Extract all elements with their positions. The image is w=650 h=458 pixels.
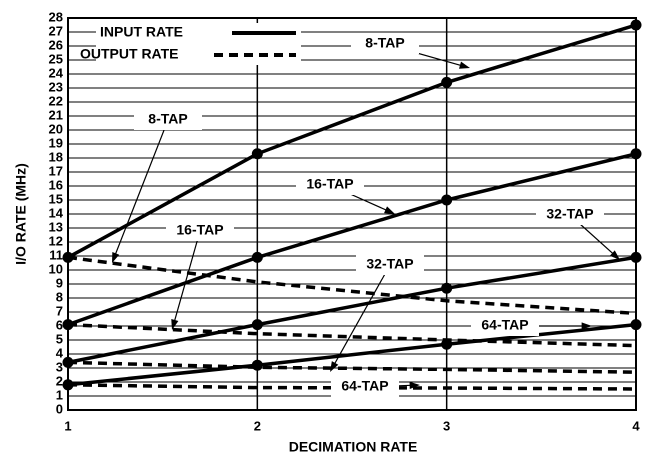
legend-label: OUTPUT RATE <box>80 46 179 62</box>
y-tick-label: 27 <box>49 23 63 38</box>
y-tick-label: 26 <box>49 37 63 52</box>
y-tick-label: 7 <box>56 303 63 318</box>
y-tick-label: 28 <box>49 9 63 24</box>
output-line <box>67 360 637 374</box>
annotation-arrowhead <box>112 252 120 263</box>
data-point <box>441 338 453 350</box>
annotation-label: 8-TAP <box>365 35 404 51</box>
annotation-box <box>134 110 202 130</box>
data-point <box>251 251 263 263</box>
data-point <box>62 251 74 263</box>
plot-frame <box>67 17 637 411</box>
data-point <box>630 319 642 331</box>
annotation-box <box>166 221 234 241</box>
data-point <box>251 148 263 160</box>
input-line <box>67 23 637 259</box>
annotation-arrowhead <box>459 61 470 69</box>
output-line <box>67 383 637 391</box>
data-point <box>62 356 74 368</box>
y-tick-label: 13 <box>49 219 63 234</box>
y-tick-label: 22 <box>49 93 63 108</box>
y-tick-label: 3 <box>56 359 63 374</box>
annotation-box <box>356 255 424 275</box>
output-line <box>67 255 637 316</box>
annotation-arrow <box>333 264 391 365</box>
y-tick-label: 6 <box>56 317 63 332</box>
data-point <box>441 282 453 294</box>
y-tick-label: 23 <box>49 79 63 94</box>
annotation-box <box>296 175 364 195</box>
y-tick-label: 19 <box>49 135 63 150</box>
y-tick-label: 9 <box>56 275 63 290</box>
input-line <box>67 255 637 365</box>
annotation-box <box>471 316 539 336</box>
annotation-label: 32-TAP <box>366 256 413 272</box>
y-tick-label: 17 <box>49 163 63 178</box>
y-tick-label: 10 <box>49 261 63 276</box>
data-point <box>62 379 74 391</box>
data-point <box>62 319 74 331</box>
data-point <box>630 19 642 31</box>
data-point <box>251 319 263 331</box>
y-tick-label: 1 <box>56 387 63 402</box>
data-point <box>630 148 642 160</box>
legend-label: INPUT RATE <box>100 24 183 40</box>
y-tick-label: 5 <box>56 331 63 346</box>
annotation-arrowhead <box>609 250 620 260</box>
y-tick-label: 8 <box>56 289 63 304</box>
x-axis-label: DECIMATION RATE <box>289 439 418 455</box>
annotation-arrowhead <box>171 319 179 330</box>
y-axis-label: I/O RATE (MHz) <box>13 163 29 265</box>
annotation-box <box>351 34 419 54</box>
y-tick-label: 4 <box>56 345 64 360</box>
data-point <box>630 251 642 263</box>
input-line <box>67 152 637 327</box>
annotation-arrowhead <box>330 361 339 372</box>
annotation-box <box>536 205 604 225</box>
x-tick-label: 2 <box>254 418 261 433</box>
x-tick-label: 4 <box>632 418 640 433</box>
annotation-arrowhead <box>409 381 420 390</box>
x-tick-label: 3 <box>443 418 450 433</box>
y-tick-label: 25 <box>49 51 63 66</box>
y-tick-label: 24 <box>49 65 64 80</box>
y-tick-label: 11 <box>49 247 63 262</box>
annotation-arrowhead <box>384 206 395 214</box>
y-tick-label: 12 <box>49 233 63 248</box>
output-line <box>67 322 637 348</box>
annotation-label: 64-TAP <box>341 378 388 394</box>
y-tick-label: 16 <box>49 177 63 192</box>
legend-box <box>96 23 301 65</box>
y-tick-label: 21 <box>49 107 63 122</box>
data-point <box>441 194 453 206</box>
data-point <box>251 359 263 371</box>
annotation-arrow <box>114 119 169 255</box>
y-tick-label: 0 <box>56 401 63 416</box>
y-tick-label: 14 <box>49 205 64 220</box>
annotation-label: 8-TAP <box>148 111 187 127</box>
input-line <box>67 322 637 387</box>
y-tick-label: 2 <box>56 373 63 388</box>
annotation-label: 64-TAP <box>481 317 528 333</box>
y-tick-label: 15 <box>49 191 63 206</box>
x-tick-label: 1 <box>64 418 71 433</box>
data-point <box>441 76 453 88</box>
y-tick-label: 20 <box>49 121 63 136</box>
annotation-arrowhead <box>581 322 592 330</box>
annotation-box <box>331 377 399 397</box>
annotation-label: 16-TAP <box>176 222 223 238</box>
y-tick-label: 18 <box>49 149 63 164</box>
annotation-label: 32-TAP <box>546 206 593 222</box>
annotation-label: 16-TAP <box>306 176 353 192</box>
annotation-arrow <box>173 230 201 322</box>
